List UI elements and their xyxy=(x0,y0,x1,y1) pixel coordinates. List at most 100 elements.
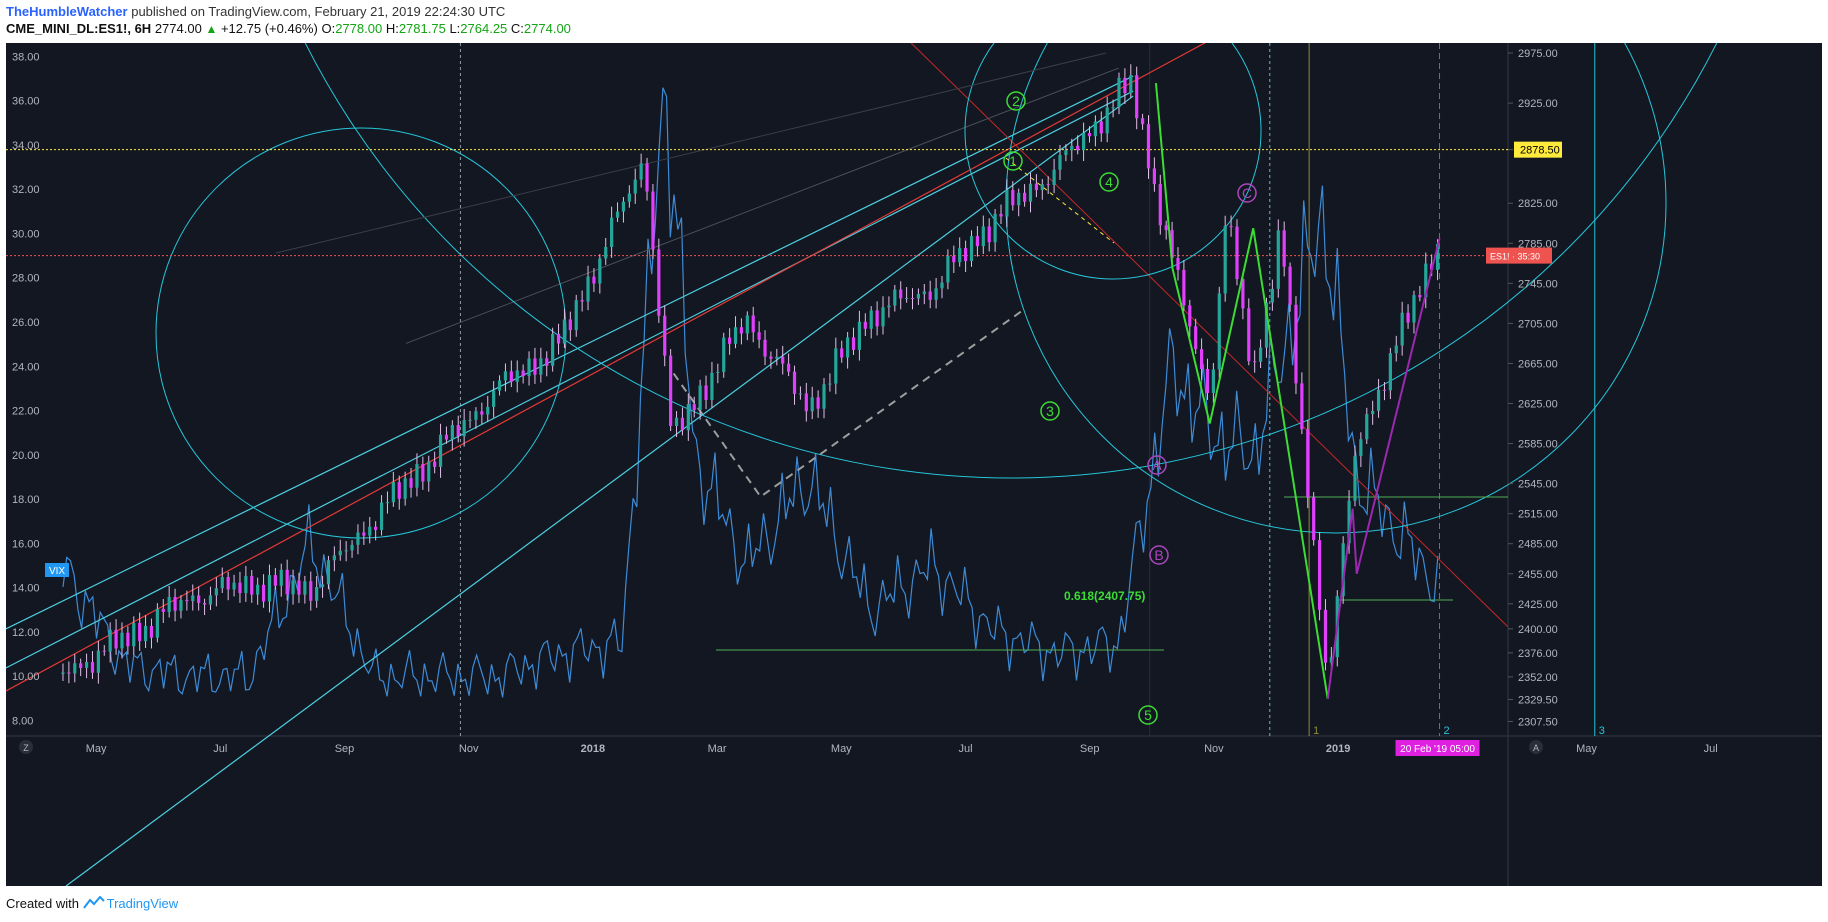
candle-body xyxy=(1205,368,1210,393)
candle-body xyxy=(96,650,100,673)
candle-body xyxy=(202,602,207,605)
zoom-z-button xyxy=(19,740,33,754)
candle-body xyxy=(474,411,478,420)
candle-body xyxy=(456,425,460,437)
candle-body xyxy=(987,226,991,243)
left-tick-label: 30.00 xyxy=(12,228,40,240)
candle-body xyxy=(615,211,620,218)
author-link[interactable]: TheHumbleWatcher xyxy=(6,4,128,19)
gray-arc xyxy=(275,52,1107,254)
candle-body xyxy=(598,258,602,284)
candle-body xyxy=(409,478,413,488)
candle-body xyxy=(415,463,419,488)
chart-container[interactable]: 1 2 3 4 5 A B C 0.618(2407.75) VIX 2975.00 2925.00… xyxy=(5,0,1822,887)
candle-body xyxy=(1353,456,1357,501)
candle-body xyxy=(1170,230,1174,259)
tradingview-logo-icon xyxy=(82,896,107,911)
candle-body xyxy=(751,315,755,333)
candle-body xyxy=(468,419,472,421)
vix-line xyxy=(62,87,1439,698)
left-tick-label: 12.00 xyxy=(12,627,40,639)
candle-body xyxy=(539,358,543,375)
time-marker-1: 1 xyxy=(1313,725,1319,737)
candle-body xyxy=(958,248,962,263)
candle-body xyxy=(1140,118,1145,125)
candle-body xyxy=(704,385,708,400)
candle-body xyxy=(332,555,336,561)
candle-body xyxy=(391,482,395,503)
price-change: +12.75 (+0.46%) xyxy=(220,21,318,36)
candle-body xyxy=(1129,75,1133,94)
candle-body xyxy=(1400,312,1404,346)
candle-body xyxy=(822,384,826,409)
candle-body xyxy=(1294,304,1298,384)
candle-body xyxy=(1270,288,1274,303)
candle-body xyxy=(674,417,679,427)
candle-body xyxy=(379,502,384,530)
candle-body xyxy=(1135,75,1139,119)
date-marker-box xyxy=(1395,740,1480,756)
candle-body xyxy=(67,672,71,674)
candle-body xyxy=(834,348,838,384)
candle-body xyxy=(663,315,667,356)
candle-body xyxy=(1288,266,1292,305)
left-tick-label: 32.00 xyxy=(12,184,40,196)
wave-A-label: A xyxy=(1152,457,1162,473)
channel-middle-line xyxy=(5,90,1134,669)
candle-body xyxy=(899,289,903,299)
ohlc-l-label: L: xyxy=(449,21,461,36)
candle-body xyxy=(1388,353,1392,391)
candle-body xyxy=(226,577,230,590)
candle-body xyxy=(1376,389,1381,411)
candle-body xyxy=(161,608,165,612)
yellow-price-tag-label: 2878.50 xyxy=(1520,145,1560,157)
candle-body xyxy=(1247,308,1251,362)
right-tick-label: 2400.00 xyxy=(1518,624,1558,636)
candle-body xyxy=(881,307,885,327)
candle-body xyxy=(556,333,561,344)
candle-body xyxy=(291,580,295,595)
price-chart[interactable]: 1 2 3 4 5 A B C 0.618(2407.75) VIX 2975.00 2925.00… xyxy=(5,0,1822,887)
candle-body xyxy=(1235,226,1239,280)
candle-body xyxy=(580,300,584,302)
candle-body xyxy=(562,319,567,344)
candle-body xyxy=(733,327,738,344)
candle-body xyxy=(604,247,608,259)
candle-body xyxy=(126,632,130,647)
candle-body xyxy=(397,482,401,499)
candle-body xyxy=(993,213,997,243)
candle-body xyxy=(657,249,661,316)
fib-circle-right xyxy=(964,0,1262,280)
candle-body xyxy=(698,385,702,411)
candle-body xyxy=(769,356,773,359)
candle-body xyxy=(633,179,637,194)
candle-body xyxy=(79,663,83,668)
candle-body xyxy=(621,201,626,212)
candle-body xyxy=(138,622,142,642)
candle-body xyxy=(173,596,177,611)
gray-trendline xyxy=(405,67,1119,344)
left-tick-label: 14.00 xyxy=(12,583,40,595)
candle-body xyxy=(350,544,354,551)
candle-body xyxy=(1188,305,1192,327)
candle-body xyxy=(568,319,572,331)
x-tick-label: 2019 xyxy=(1326,743,1350,755)
footer: Created with TradingView xyxy=(6,896,178,911)
candle-body xyxy=(309,581,313,601)
tradingview-link[interactable]: TradingView xyxy=(106,896,179,911)
left-tick-label: 24.00 xyxy=(12,361,40,373)
candle-body xyxy=(191,595,195,602)
right-tick-label: 2585.00 xyxy=(1518,439,1558,451)
candle-body xyxy=(1211,369,1215,393)
candle-body xyxy=(509,371,513,382)
date-marker-label: 20 Feb '19 05:00 xyxy=(1400,744,1475,755)
right-tick-label: 2376.00 xyxy=(1518,648,1558,660)
candle-body xyxy=(1076,145,1080,151)
time-marker-2: 2 xyxy=(1444,725,1450,737)
candle-body xyxy=(503,371,508,381)
candle-body xyxy=(1046,184,1050,186)
right-tick-label: 2785.00 xyxy=(1518,238,1558,250)
x-tick-label: Jul xyxy=(1704,743,1718,755)
candle-body xyxy=(787,363,791,372)
candle-body xyxy=(1123,77,1127,94)
